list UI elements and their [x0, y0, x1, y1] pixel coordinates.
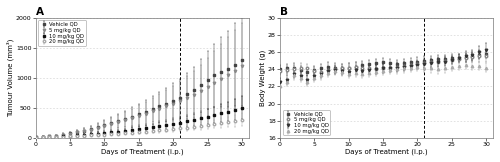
Y-axis label: Tumour Volume (mm³): Tumour Volume (mm³): [7, 39, 14, 117]
X-axis label: Days of Treatment (i.p.): Days of Treatment (i.p.): [101, 149, 184, 155]
Legend: Vehicle QD, 5 mg/kg QD, 10 mg/kg QD, 20 mg/kg QD: Vehicle QD, 5 mg/kg QD, 10 mg/kg QD, 20 …: [38, 20, 86, 46]
Text: B: B: [280, 7, 288, 17]
Text: A: A: [36, 7, 44, 17]
Y-axis label: Body Weight (g): Body Weight (g): [260, 50, 266, 106]
Legend: Vehicle QD, 5 mg/kg QD, 10 mg/kg QD, 20 mg/kg QD: Vehicle QD, 5 mg/kg QD, 10 mg/kg QD, 20 …: [282, 110, 330, 135]
X-axis label: Days of Treatment (i.p.): Days of Treatment (i.p.): [345, 149, 428, 155]
